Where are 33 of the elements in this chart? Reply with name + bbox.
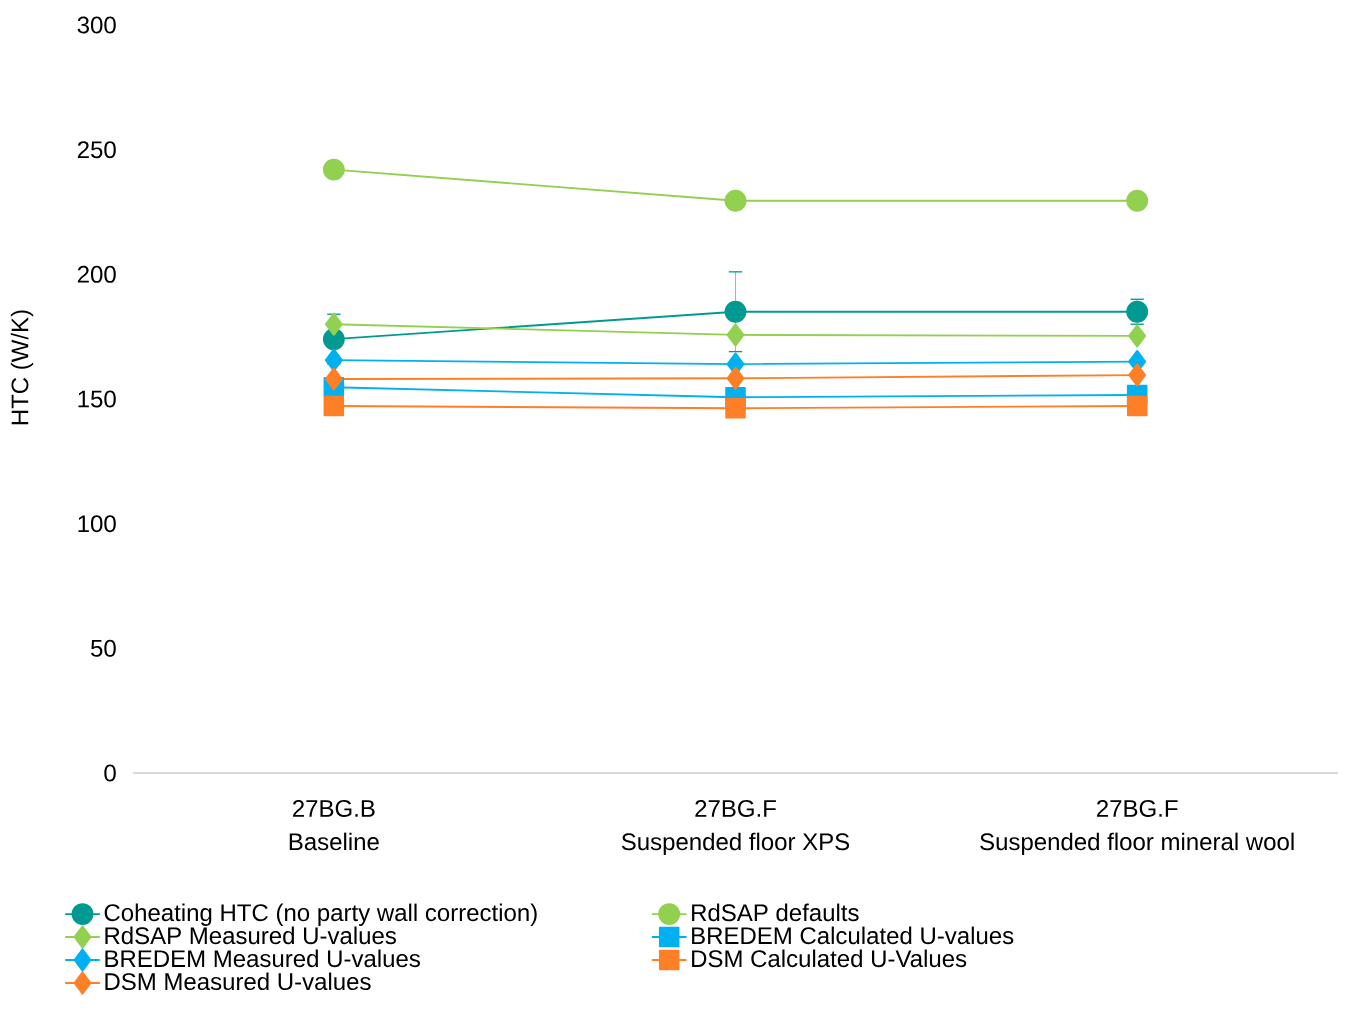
point	[324, 348, 343, 372]
point	[1126, 189, 1149, 212]
y-axis-title: HTC (W/K)	[10, 310, 34, 425]
y-tick-label: 0	[104, 764, 116, 782]
point	[1128, 324, 1147, 348]
point	[324, 312, 343, 336]
legend-label: BREDEM Calculated U-values	[692, 926, 1014, 945]
y-tick-label: 250	[77, 141, 116, 159]
point	[324, 367, 343, 391]
legend-label: DSM Calculated U-Values	[692, 949, 967, 968]
legend-label: Coheating HTC (no party wall correction)	[104, 903, 537, 926]
point	[724, 300, 747, 323]
point	[1126, 395, 1148, 417]
point	[724, 189, 747, 212]
point	[726, 323, 745, 347]
y-tick-label: 100	[78, 515, 116, 533]
legend-label: RdSAP Measured U-values	[105, 926, 396, 945]
legend-label: RdSAP defaults	[692, 903, 859, 922]
y-tick-label: 150	[78, 390, 116, 408]
y-tick-label: 200	[77, 265, 116, 283]
point	[322, 158, 345, 181]
legend-label: DSM Measured U-values	[105, 972, 371, 991]
x-tick-label: 27BG.B Baseline	[289, 799, 379, 851]
y-tick-label: 300	[77, 16, 116, 34]
point	[725, 397, 746, 419]
point	[1128, 363, 1147, 387]
point	[726, 366, 745, 390]
y-tick-label: 50	[91, 639, 116, 657]
point	[1126, 300, 1149, 323]
legend-label: BREDEM Measured U-values	[105, 949, 420, 968]
x-tick-label: 27BG.F Suspended floor mineral wool	[980, 799, 1294, 855]
point	[323, 395, 345, 417]
x-tick-label: 27BG.F Suspended floor XPS	[621, 799, 850, 855]
